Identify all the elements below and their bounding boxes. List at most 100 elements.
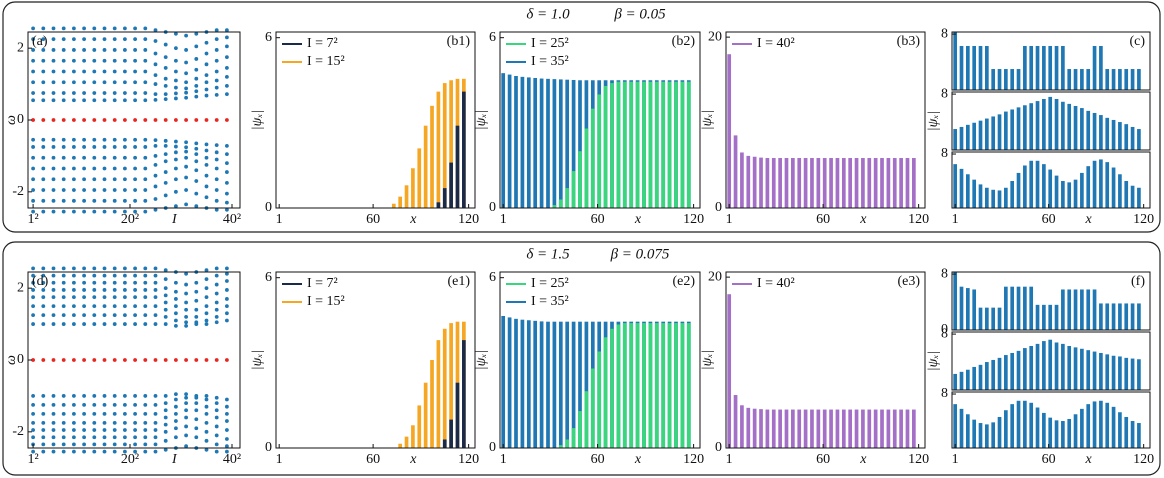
bar [886, 158, 891, 208]
bar [959, 286, 964, 330]
point [133, 442, 137, 447]
point [61, 145, 66, 149]
point [224, 200, 229, 205]
point [153, 154, 158, 158]
point [92, 69, 97, 74]
bar [1124, 124, 1129, 150]
bar [648, 323, 653, 448]
point [31, 198, 35, 203]
bar [905, 158, 910, 208]
axes-frame [725, 271, 926, 449]
header-beta: β = 0.075 [610, 246, 670, 262]
point [214, 157, 219, 162]
y-tick-label: -2 [12, 424, 24, 439]
bar [740, 405, 744, 448]
bar [985, 307, 989, 330]
point [82, 288, 86, 292]
bar [552, 321, 557, 448]
point [122, 177, 127, 182]
point [31, 304, 35, 309]
point [71, 402, 76, 407]
bar [1029, 345, 1034, 390]
bar [1130, 185, 1135, 208]
point [51, 322, 56, 326]
point [214, 28, 219, 33]
bar [1067, 345, 1072, 390]
point [173, 69, 178, 74]
y-tick-label: 0 [941, 322, 948, 337]
point [163, 277, 168, 282]
point [102, 80, 107, 85]
point [61, 26, 66, 31]
bar [972, 419, 977, 448]
point [194, 159, 199, 164]
point [173, 204, 178, 209]
point [41, 428, 46, 432]
point [122, 48, 127, 52]
bar [1048, 169, 1053, 208]
bar [733, 135, 738, 208]
point [184, 320, 188, 325]
point [143, 266, 148, 271]
point [122, 394, 127, 398]
bar [1105, 402, 1110, 448]
point [61, 420, 66, 425]
bar [1016, 69, 1021, 90]
point [143, 69, 148, 74]
axes-frame [951, 151, 1151, 209]
bar [533, 77, 538, 209]
bar [1067, 289, 1072, 330]
bar [1092, 401, 1097, 448]
point [61, 322, 66, 326]
y-tick-label: 6 [265, 270, 272, 285]
point [173, 304, 178, 309]
bar [991, 116, 996, 150]
bar [686, 323, 691, 448]
point [194, 280, 199, 285]
bar [578, 411, 582, 448]
point [102, 411, 107, 416]
point [102, 58, 107, 63]
x-tick-label: 120 [458, 452, 479, 467]
point [61, 80, 66, 85]
bar [1099, 115, 1103, 150]
point [31, 145, 35, 149]
x-tick-label: 1 [952, 212, 959, 227]
point [112, 26, 117, 31]
point [61, 69, 66, 74]
point [133, 209, 137, 214]
point [51, 304, 56, 309]
point [204, 173, 209, 178]
point [122, 288, 127, 292]
y-axis-label: |ψₓ| [926, 351, 941, 371]
bar [759, 157, 763, 208]
y-tick-label: 2 [17, 280, 24, 295]
point [102, 304, 107, 309]
y-axis-label: ω [4, 355, 19, 365]
point [224, 444, 229, 449]
bar [1080, 348, 1084, 390]
point [112, 288, 117, 292]
point [194, 67, 199, 72]
bar [578, 321, 582, 448]
bar [629, 323, 634, 448]
panel-label: (b2) [672, 34, 696, 49]
y-tick-label: 0 [715, 200, 722, 215]
point [214, 150, 219, 155]
axes-frame [951, 91, 1151, 151]
bar [966, 288, 970, 330]
point [163, 83, 168, 88]
point [153, 197, 158, 201]
point [224, 437, 229, 441]
legend-label: I = 15² [307, 294, 345, 309]
point [31, 394, 35, 398]
point [194, 146, 199, 151]
point [31, 69, 35, 74]
point [153, 435, 158, 440]
x-axis-label: x [859, 452, 867, 467]
point [31, 80, 35, 85]
x-axis-label: I [171, 212, 178, 227]
point [82, 209, 86, 214]
point [194, 358, 199, 362]
point [82, 137, 86, 142]
